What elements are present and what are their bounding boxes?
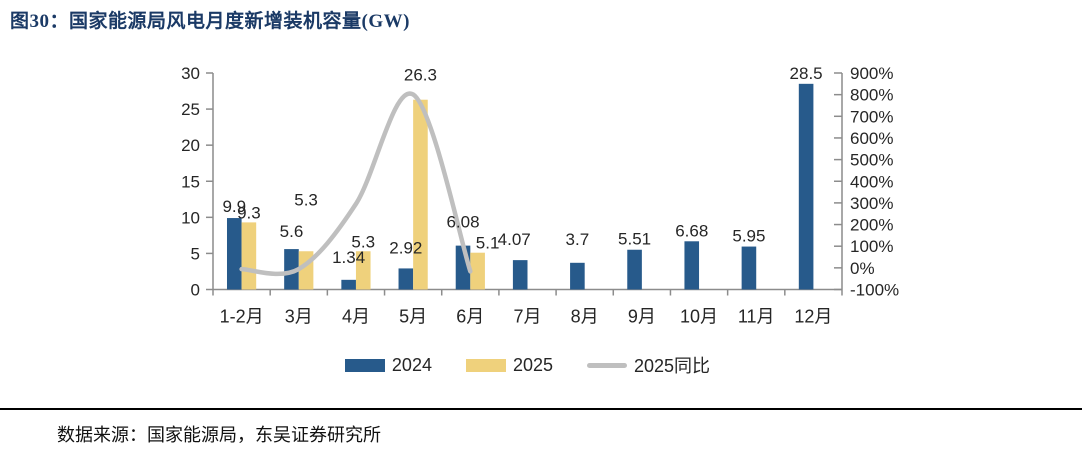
- chart-legend: 2024 2025 2025同比: [213, 352, 842, 378]
- legend-swatch-2025-bar: [465, 358, 506, 372]
- line-2025-yoy: [239, 91, 473, 277]
- bar-2024-1-2月: [226, 218, 242, 290]
- svg-text:7月: 7月: [513, 307, 541, 327]
- svg-text:5: 5: [191, 244, 200, 263]
- svg-text:6.68: 6.68: [675, 221, 708, 240]
- x-axis-ticks: 1-2月 3月 4月 5月 6月 7月 8月 9月 10月 11月 12月: [212, 289, 843, 327]
- svg-text:26.3: 26.3: [404, 66, 437, 85]
- bar-2024-8月: [570, 262, 585, 290]
- bar-2024-12月: [798, 83, 814, 290]
- bar-2024-7月: [512, 260, 528, 290]
- svg-text:5.6: 5.6: [280, 222, 304, 241]
- svg-text:900%: 900%: [850, 64, 893, 83]
- bar-2025-1-2月: [241, 222, 257, 290]
- svg-text:4.07: 4.07: [498, 230, 531, 249]
- svg-text:300%: 300%: [850, 194, 893, 213]
- svg-text:3.7: 3.7: [566, 230, 590, 249]
- svg-text:200%: 200%: [850, 216, 893, 235]
- bar-2024-11月: [741, 246, 757, 290]
- svg-text:25: 25: [181, 100, 200, 119]
- svg-text:9.9: 9.9: [222, 197, 246, 216]
- svg-text:700%: 700%: [850, 107, 893, 126]
- wind-capacity-chart: 0 5 10 15 20 25 30 -100% 0% 100% 200% 300% 400% 500% 6…: [181, 64, 899, 327]
- svg-text:5月: 5月: [399, 307, 427, 327]
- svg-text:4月: 4月: [342, 307, 370, 327]
- svg-text:100%: 100%: [850, 237, 893, 256]
- svg-text:20: 20: [181, 136, 200, 155]
- svg-text:500%: 500%: [850, 151, 893, 170]
- bar-2024-3月: [284, 249, 299, 290]
- svg-text:3月: 3月: [285, 307, 313, 327]
- svg-text:8月: 8月: [571, 307, 599, 327]
- legend-swatch-2024-bar: [344, 358, 385, 372]
- bars-2025: [241, 99, 485, 290]
- bar-2024-9月: [627, 249, 642, 290]
- bar-2025-5月: [413, 99, 428, 290]
- svg-text:10: 10: [181, 208, 200, 227]
- svg-text:9月: 9月: [628, 307, 656, 327]
- svg-text:0: 0: [191, 281, 200, 300]
- svg-text:400%: 400%: [850, 172, 893, 191]
- svg-text:5.3: 5.3: [294, 190, 318, 209]
- bar-2024-4月: [341, 279, 356, 290]
- svg-text:600%: 600%: [850, 129, 893, 148]
- right-axis-ticks: -100% 0% 100% 200% 300% 400% 500% 600% 700% 800% 9…: [834, 64, 899, 300]
- bar-2024-10月: [684, 241, 700, 290]
- svg-text:10月: 10月: [680, 307, 718, 327]
- legend-label-2024: 2024: [391, 354, 432, 375]
- svg-text:28.5: 28.5: [790, 64, 823, 83]
- footer-divider: 数据来源：国家能源局，东吴证券研究所: [0, 408, 1082, 447]
- legend-item-2025-yoy: 2025同比: [587, 352, 710, 378]
- svg-text:11月: 11月: [738, 307, 775, 327]
- svg-text:5.1: 5.1: [476, 234, 500, 253]
- svg-text:9.3: 9.3: [237, 203, 261, 222]
- svg-text:1.34: 1.34: [332, 248, 365, 267]
- chart-title: 图30：国家能源局风电月度新增装机容量(GW): [10, 11, 410, 32]
- legend-label-2025-yoy: 2025同比: [634, 356, 711, 376]
- svg-text:2.92: 2.92: [389, 238, 422, 257]
- svg-text:5.95: 5.95: [732, 227, 765, 246]
- left-axis-ticks: 0 5 10 15 20 25 30: [181, 64, 213, 300]
- svg-text:30: 30: [181, 64, 200, 83]
- svg-text:5.51: 5.51: [618, 230, 651, 249]
- source-note: 数据来源：国家能源局，东吴证券研究所: [57, 425, 381, 445]
- legend-label-2025: 2025: [512, 354, 554, 375]
- svg-text:800%: 800%: [850, 86, 893, 105]
- svg-text:5.3: 5.3: [351, 232, 375, 251]
- svg-text:12月: 12月: [794, 307, 832, 327]
- svg-text:-100%: -100%: [850, 281, 899, 300]
- svg-text:1-2月: 1-2月: [220, 307, 264, 327]
- legend-item-2024: 2024: [344, 354, 432, 376]
- legend-item-2025: 2025: [465, 354, 554, 376]
- data-labels: 9.9 5.6 1.34 2.92 6.08 4.07 3.7 5.51 6.68 5.95 28.…: [222, 64, 822, 267]
- bar-2024-5月: [398, 268, 414, 290]
- svg-text:6月: 6月: [456, 307, 484, 327]
- svg-text:6.08: 6.08: [446, 213, 479, 232]
- legend-swatch-yoy-line: [587, 362, 628, 368]
- bar-2025-6月: [470, 252, 485, 290]
- bar-2025-4月: [355, 251, 371, 290]
- svg-text:0%: 0%: [850, 259, 875, 278]
- svg-text:15: 15: [181, 172, 200, 191]
